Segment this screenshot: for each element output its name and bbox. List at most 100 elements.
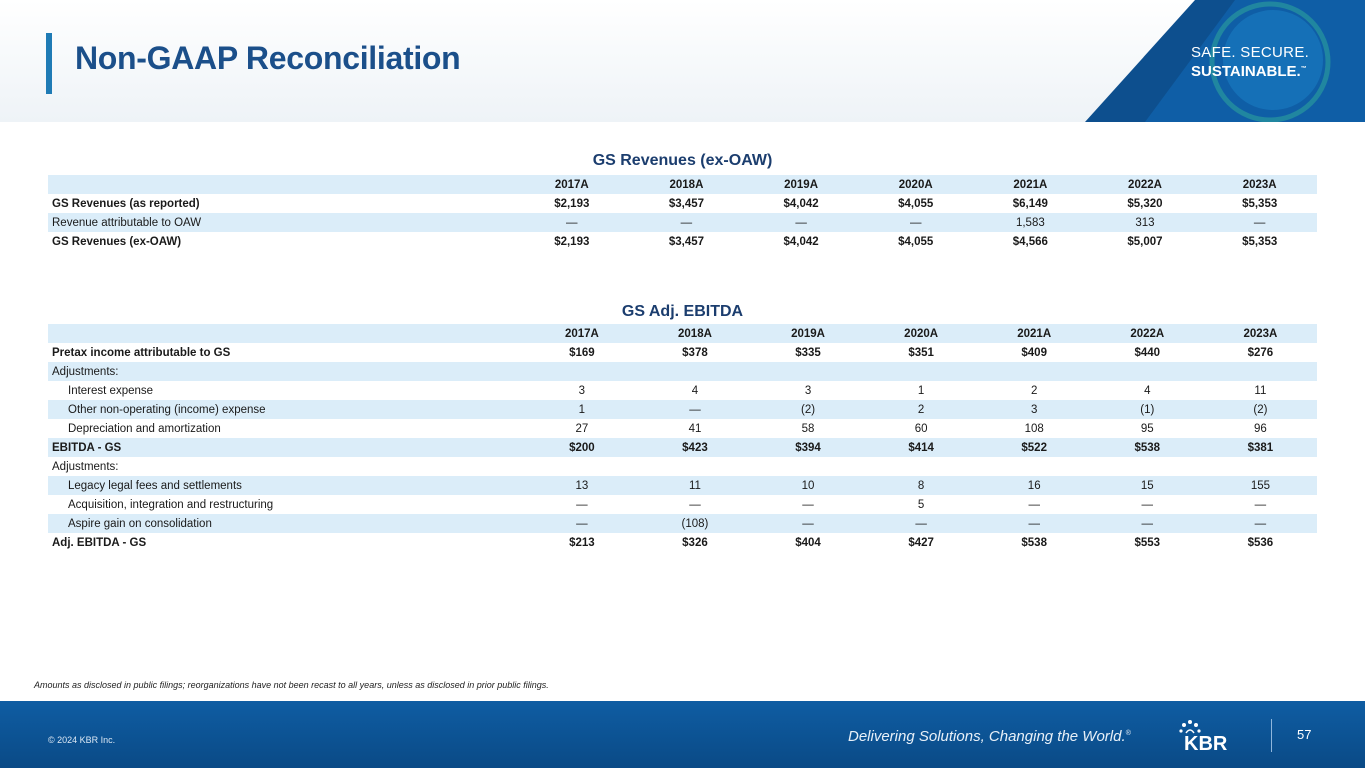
slogan-text: Delivering Solutions, Changing the World… — [848, 728, 1126, 745]
value-cell — [638, 457, 751, 476]
value-cell: — — [514, 213, 630, 232]
value-cell: 60 — [914, 422, 928, 435]
value-cell — [978, 457, 1091, 476]
value-cell: 155 — [1203, 476, 1317, 495]
value-cell: $538 — [1021, 536, 1047, 549]
row-label: Acquisition, integration and restructuri… — [68, 498, 274, 511]
brand-corner-graphic — [1085, 0, 1365, 122]
value-cell — [865, 457, 978, 476]
value-cell: 11 — [1254, 384, 1267, 397]
row-label: GS Revenues (ex-OAW) — [52, 235, 182, 248]
table-row: GS Revenues (ex-OAW) $2,193 $3,457 $4,042 $4… — [48, 232, 1317, 251]
year-header-cell: 2022A — [1090, 324, 1204, 343]
copyright: © 2024 KBR Inc. — [48, 735, 116, 745]
value-cell: 10 — [751, 476, 865, 495]
value-cell: 108 — [1024, 422, 1044, 435]
value-cell: 15 — [1090, 476, 1204, 495]
table-row: Revenue attributable to OAW — — — —1,583 313— — [48, 213, 1317, 232]
value-cell — [1203, 362, 1317, 381]
value-cell: $378 — [682, 346, 708, 359]
row-label: Aspire gain on consolidation — [48, 514, 526, 533]
slide-header: Non-GAAP Reconciliation SAFE. SECURE. SU… — [0, 0, 1365, 122]
value-cell: $440 — [1134, 346, 1161, 359]
value-cell: $381 — [1203, 438, 1317, 457]
title-accent-bar — [46, 33, 52, 94]
value-cell: $5,320 — [1127, 197, 1163, 210]
row-label: GS Revenues (as reported) — [52, 197, 200, 210]
value-cell: $4,055 — [898, 197, 934, 210]
value-cell: (1) — [1090, 400, 1204, 419]
table-row: Adjustments: — [48, 362, 1317, 381]
value-cell — [638, 362, 752, 381]
value-cell: $414 — [864, 438, 978, 457]
value-cell: — — [1090, 514, 1204, 533]
value-cell: — — [743, 213, 859, 232]
value-cell — [525, 457, 638, 476]
value-cell: — — [629, 213, 744, 232]
year-header-cell: 2018A — [629, 175, 744, 194]
logo-text: KBR — [1184, 733, 1228, 753]
value-cell: (108) — [638, 514, 752, 533]
row-label: Depreciation and amortization — [68, 422, 221, 435]
value-cell: 8 — [864, 476, 978, 495]
year-header-cell: 2018A — [638, 324, 752, 343]
value-cell: $536 — [1247, 536, 1274, 549]
value-cell — [1091, 457, 1204, 476]
value-cell: — — [802, 498, 814, 511]
year-header-cell: 2021A — [973, 175, 1088, 194]
value-cell: (2) — [751, 400, 865, 419]
value-cell: $4,566 — [1012, 235, 1048, 248]
year-header-cell: 2021A — [977, 324, 1091, 343]
revenues_table-year-header-row: 2017A 2018A 2019A 2020A 2021A 2022A 2023A — [48, 175, 1317, 194]
value-cell: $394 — [751, 438, 865, 457]
table-row: Pretax income attributable to GS $169 $378… — [48, 343, 1317, 362]
value-cell: $5,353 — [1242, 197, 1278, 210]
value-cell: $351 — [908, 346, 934, 359]
value-cell: $2,193 — [554, 235, 590, 248]
brand-tagline: SAFE. SECURE. SUSTAINABLE.™ — [1191, 44, 1309, 80]
ebitda-table: 2017A 2018A 2019A 2020A 2021A 2022A 2023A Preta… — [48, 324, 1317, 552]
value-cell: $213 — [569, 536, 595, 549]
ebitda-table-title: GS Adj. EBITDA — [621, 303, 744, 320]
value-cell: — — [1254, 498, 1267, 511]
value-cell — [525, 362, 639, 381]
row-label: Pretax income attributable to GS — [52, 346, 231, 359]
year-header-cell: 2017A — [514, 175, 630, 194]
row-label: Revenue attributable to OAW — [48, 213, 515, 232]
kbr-logo-icon: KBR — [1179, 720, 1228, 753]
table-row: Legacy legal fees and settlements 13 11 10 8… — [48, 476, 1317, 495]
year-header-cell: 2023A — [1203, 324, 1317, 343]
year-header-cell: 2020A — [858, 175, 974, 194]
year-header-cell: 2019A — [751, 324, 865, 343]
value-cell: 58 — [801, 422, 815, 435]
value-cell: 5 — [917, 498, 925, 511]
value-cell: — — [1028, 498, 1040, 511]
value-cell: $4,042 — [783, 197, 819, 210]
value-cell — [977, 362, 1091, 381]
row-label: Other non-operating (income) expense — [48, 400, 526, 419]
year-header-cell: 2022A — [1087, 175, 1203, 194]
value-cell: 41 — [688, 422, 702, 435]
value-cell: 2 — [864, 400, 978, 419]
value-cell: — — [977, 514, 1091, 533]
value-cell: 3 — [804, 384, 812, 397]
table-row: Aspire gain on consolidation — (108) — — — — — — [48, 514, 1317, 533]
value-cell: $522 — [977, 438, 1091, 457]
value-cell: $200 — [525, 438, 639, 457]
value-cell: 3 — [578, 384, 586, 397]
value-cell — [1090, 362, 1204, 381]
row-label: Adjustments: — [52, 460, 119, 473]
table-row: Adj. EBITDA - GS $213 $326 $404 $427 $538 $553… — [48, 533, 1317, 552]
value-cell: 1 — [917, 384, 925, 397]
footer-slogan: Delivering Solutions, Changing the World… — [848, 728, 1131, 745]
row-label: EBITDA - GS — [48, 438, 526, 457]
value-cell: $538 — [1090, 438, 1204, 457]
value-cell: 313 — [1087, 213, 1203, 232]
table-row: Acquisition, integration and restructuri… — [48, 495, 1317, 514]
year-header-cell: 2020A — [864, 324, 978, 343]
value-cell: $169 — [569, 346, 595, 359]
year-header-cell: 2023A — [1202, 175, 1317, 194]
value-cell: $427 — [908, 536, 934, 549]
header-label-cell — [48, 324, 526, 343]
value-cell: 2 — [1030, 384, 1038, 397]
